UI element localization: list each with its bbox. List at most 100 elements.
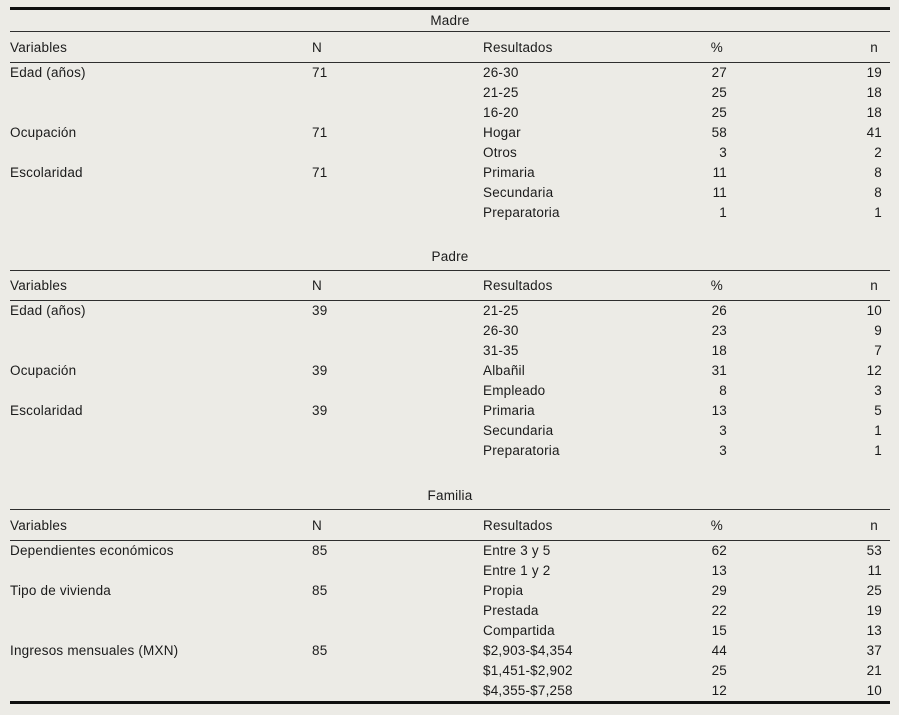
column-header-resultados: Resultados [483,270,665,301]
section-title-row: Familia [10,482,890,510]
cell-variable [10,143,312,163]
header-row: Variables N Resultados % n [10,510,890,541]
cell-n: 10 [866,682,882,698]
cell-resultado: Hogar [483,124,521,140]
cell-N: 39 [312,363,328,378]
table-row: Edad (años) 71 26-30 27 19 [10,62,890,83]
table-row: Dependientes económicos 85 Entre 3 y 5 6… [10,540,890,561]
cell-n: 3 [874,383,882,398]
cell-variable [10,381,312,401]
cell-resultado: Preparatoria [483,204,560,220]
table-row: Secundaria 3 1 [10,421,890,441]
table-row: Tipo de vivienda 85 Propia 29 25 [10,581,890,601]
cell-n: 53 [866,542,882,558]
cell-N: 85 [312,542,328,558]
table-section: Padre Variables N Resultados % n Edad [10,244,890,462]
cell-n: 37 [866,642,882,658]
cell-variable: Dependientes económicos [10,542,174,558]
cell-n: 10 [866,303,882,318]
table-row: Ocupación 39 Albañil 31 12 [10,361,890,381]
header-row: Variables N Resultados % n [10,32,890,63]
table-row: Edad (años) 39 21-25 26 10 [10,301,890,322]
cell-percent: 18 [711,343,727,358]
cell-n: 11 [867,562,882,578]
section-title-row: Madre [10,10,890,32]
cell-percent: 1 [719,204,727,220]
cell-percent: 25 [711,84,727,100]
cell-N [312,661,483,681]
cell-variable: Ingresos mensuales (MXN) [10,642,179,658]
table-row: Compartida 15 13 [10,621,890,641]
cell-resultado: Primaria [483,403,535,418]
cell-n: 18 [866,84,882,100]
cell-resultado: Otros [483,144,518,160]
sections-container: Madre Variables N Resultados % n Edad [10,10,890,701]
cell-N [312,621,483,641]
column-header-n: n [730,510,890,541]
data-table: Variables N Resultados % n Dependientes … [10,510,890,701]
bottom-rule [10,700,890,704]
cell-N [312,341,483,361]
cell-percent: 11 [712,164,727,180]
cell-percent: 13 [711,403,727,418]
cell-percent: 25 [711,104,727,120]
cell-percent: 22 [711,602,727,618]
data-table: Variables N Resultados % n Edad (años) 7… [10,32,890,223]
cell-N [312,421,483,441]
table-section: Madre Variables N Resultados % n Edad [10,10,890,223]
cell-percent: 44 [711,642,727,658]
cell-N [312,681,483,701]
cell-variable [10,103,312,123]
table-body: Dependientes económicos 85 Entre 3 y 5 6… [10,540,890,701]
column-header-resultados: Resultados [483,32,665,63]
cell-percent: 3 [719,144,727,160]
cell-N: 71 [312,124,328,140]
cell-N: 85 [312,582,328,598]
cell-variable [10,441,312,461]
table-body: Edad (años) 39 21-25 26 10 26-30 23 9 31… [10,301,890,462]
cell-N [312,321,483,341]
cell-resultado: 21-25 [483,84,519,100]
cell-variable [10,661,312,681]
cell-resultado: Preparatoria [483,443,560,458]
cell-variable: Edad (años) [10,303,86,318]
column-header-percent: % [665,270,730,301]
section-title: Padre [431,249,469,264]
cell-n: 2 [874,144,882,160]
table-row: $1,451-$2,902 25 21 [10,661,890,681]
cell-N [312,601,483,621]
cell-n: 18 [866,104,882,120]
cell-percent: 3 [719,423,727,438]
cell-percent: 31 [711,363,727,378]
table-row: $4,355-$7,258 12 10 [10,681,890,701]
cell-percent: 58 [711,124,727,140]
cell-percent: 13 [711,562,727,578]
cell-resultado: Prestada [483,602,539,618]
table-row: 21-25 25 18 [10,83,890,103]
cell-n: 12 [866,363,882,378]
cell-percent: 26 [711,303,727,318]
cell-variable [10,341,312,361]
cell-N [312,83,483,103]
table-section: Familia Variables N Resultados % n Dep [10,482,890,701]
section-title: Madre [430,13,470,28]
cell-N [312,203,483,223]
cell-resultado: Entre 3 y 5 [483,542,551,558]
section-title: Familia [427,488,473,503]
cell-resultado: $2,903-$4,354 [483,642,573,658]
cell-n: 1 [874,443,882,458]
cell-variable: Ocupación [10,363,77,378]
column-header-n: n [730,32,890,63]
cell-percent: 15 [711,622,727,638]
cell-N [312,143,483,163]
cell-variable [10,321,312,341]
cell-variable: Escolaridad [10,164,83,180]
cell-N: 71 [312,164,328,180]
data-table: Variables N Resultados % n Edad (años) 3… [10,270,890,462]
cell-n: 19 [866,602,882,618]
cell-n: 7 [874,343,882,358]
cell-resultado: 21-25 [483,303,519,318]
column-header-n: n [730,270,890,301]
cell-resultado: 26-30 [483,323,519,338]
table-row: Escolaridad 71 Primaria 11 8 [10,163,890,183]
